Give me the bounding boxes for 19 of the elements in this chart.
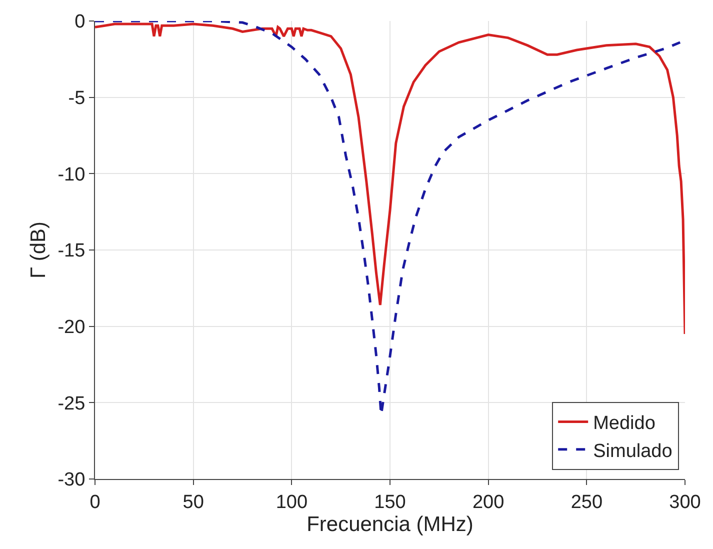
legend-label: Simulado bbox=[593, 440, 672, 462]
y-axis-title: Γ (dB) bbox=[26, 221, 50, 279]
y-tick-label: -25 bbox=[58, 393, 86, 414]
x-tick-label: 150 bbox=[374, 492, 406, 513]
x-axis-title: Frecuencia (MHz) bbox=[306, 513, 474, 536]
y-tick-label: -15 bbox=[58, 240, 86, 262]
legend-label: Medido bbox=[593, 413, 656, 434]
y-tick-label: -10 bbox=[58, 164, 86, 186]
line-series bbox=[95, 22, 685, 336]
y-tick-label: -30 bbox=[58, 470, 86, 491]
x-tick-label: 100 bbox=[276, 492, 308, 513]
x-tick-label: 200 bbox=[472, 492, 504, 513]
y-tick-label: -20 bbox=[58, 316, 86, 338]
x-tick-label: 0 bbox=[90, 492, 100, 513]
x-tick-label: 300 bbox=[669, 492, 701, 513]
x-tick-label: 50 bbox=[182, 492, 204, 513]
y-tick-label: -5 bbox=[68, 88, 86, 109]
y-tick-label: 0 bbox=[74, 12, 86, 33]
x-tick-label: 250 bbox=[570, 492, 603, 513]
